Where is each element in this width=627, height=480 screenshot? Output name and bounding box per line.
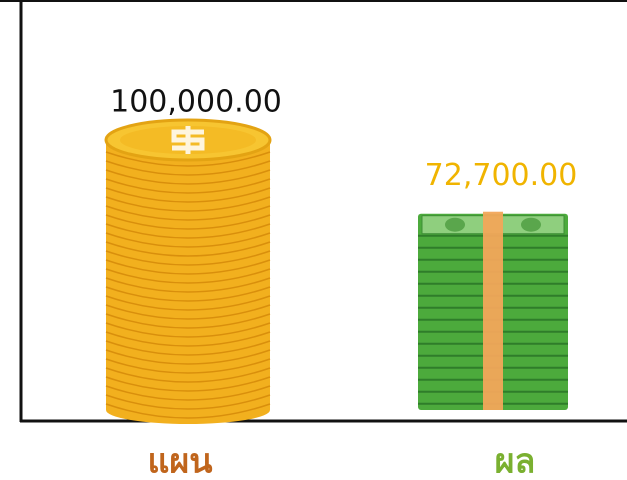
money-band bbox=[483, 212, 503, 410]
pictogram bbox=[106, 120, 270, 424]
pictogram bbox=[418, 212, 568, 410]
dollar-sign bbox=[172, 126, 204, 154]
note-portrait bbox=[521, 218, 541, 232]
category-label: แผน bbox=[147, 442, 212, 480]
chart: 100,000.00 แผน 72,700.00 ผล bbox=[0, 0, 627, 480]
note-portrait bbox=[445, 218, 465, 232]
value-label: 72,700.00 bbox=[425, 158, 578, 193]
category-label: ผล bbox=[495, 442, 536, 480]
coin-body bbox=[106, 140, 270, 410]
value-label: 100,000.00 bbox=[110, 85, 282, 120]
page: 100,000.00แผน72,700.00ผล (() => { const … bbox=[0, 0, 627, 480]
